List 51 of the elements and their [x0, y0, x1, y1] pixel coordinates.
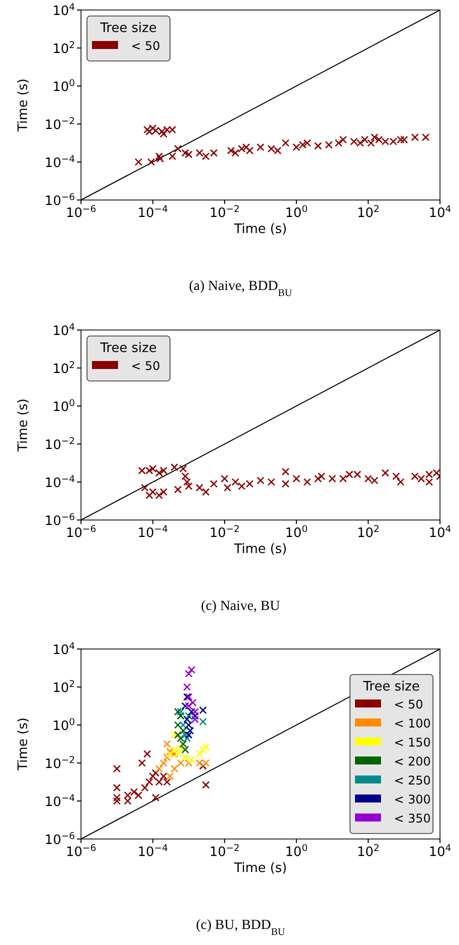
legend-label: < 50: [394, 698, 424, 712]
y-axis-title: Time (s): [16, 78, 31, 132]
x-tick-label: 10$^{−2}$: [209, 842, 240, 860]
x-axis-title: Time (s): [233, 861, 287, 876]
x-tick-label: 10$^{−4}$: [138, 204, 168, 221]
x-tick-label: 10$^{4}$: [428, 842, 452, 860]
x-tick-label: 10$^{−2}$: [209, 204, 240, 221]
legend-title: Tree size: [362, 680, 420, 694]
x-tick-label: 10$^{0}$: [285, 204, 308, 221]
x-axis-title: Time (s): [233, 542, 287, 557]
y-tick-label: 10$^{−2}$: [44, 754, 76, 772]
y-tick-label: 10$^{2}$: [52, 360, 76, 377]
legend-title: Tree size: [99, 21, 157, 36]
y-tick-label: 10$^{4}$: [52, 640, 76, 658]
legend-label: < 350: [394, 812, 431, 826]
x-axis-title: Time (s): [233, 222, 287, 237]
y-tick-label: 10$^{0}$: [52, 78, 76, 95]
y-tick-label: 10$^{−4}$: [44, 474, 76, 491]
y-tick-label: 10$^{4}$: [52, 2, 76, 19]
text: (c) Naive, BU: [201, 599, 280, 614]
y-tick-label: 10$^{−4}$: [44, 154, 76, 171]
legend-label: < 50: [131, 359, 160, 373]
legend-label: < 200: [394, 754, 431, 768]
y-tick-label: 10$^{0}$: [52, 398, 76, 415]
legend-title: Tree size: [99, 341, 157, 356]
y-tick-label: 10$^{4}$: [52, 322, 76, 339]
y-tick-label: 10$^{2}$: [52, 40, 76, 57]
x-tick-label: 10$^{0}$: [285, 524, 308, 541]
y-tick-label: 10$^{−2}$: [44, 436, 76, 453]
text: (c) BU, BDD$_{BU}$: [196, 918, 286, 938]
text: (a) Naive, BDD$_{BU}$: [188, 279, 293, 298]
y-tick-label: 10$^{−2}$: [44, 116, 76, 133]
legend-label: < 100: [394, 716, 431, 730]
y-tick-label: 10$^{0}$: [52, 716, 76, 734]
x-tick-label: 10$^{4}$: [428, 524, 452, 541]
x-tick-label: 10$^{−4}$: [138, 842, 168, 860]
y-axis-title: Time (s): [16, 718, 31, 772]
legend-label: < 150: [394, 736, 431, 750]
x-tick-label: 10$^{−4}$: [138, 524, 168, 541]
y-tick-label: 10$^{−4}$: [44, 792, 76, 810]
legend-label: < 50: [131, 39, 160, 53]
legend-label: < 300: [394, 792, 431, 806]
y-axis-title: Time (s): [16, 398, 31, 452]
x-tick-label: 10$^{4}$: [428, 204, 452, 221]
x-tick-label: 10$^{2}$: [356, 842, 380, 860]
x-tick-label: 10$^{−2}$: [209, 524, 240, 541]
x-tick-label: 10$^{0}$: [285, 842, 308, 860]
y-tick-label: 10$^{2}$: [52, 678, 76, 696]
legend-label: < 250: [394, 774, 431, 788]
x-tick-label: 10$^{2}$: [356, 524, 380, 541]
x-tick-label: 10$^{2}$: [356, 204, 380, 221]
